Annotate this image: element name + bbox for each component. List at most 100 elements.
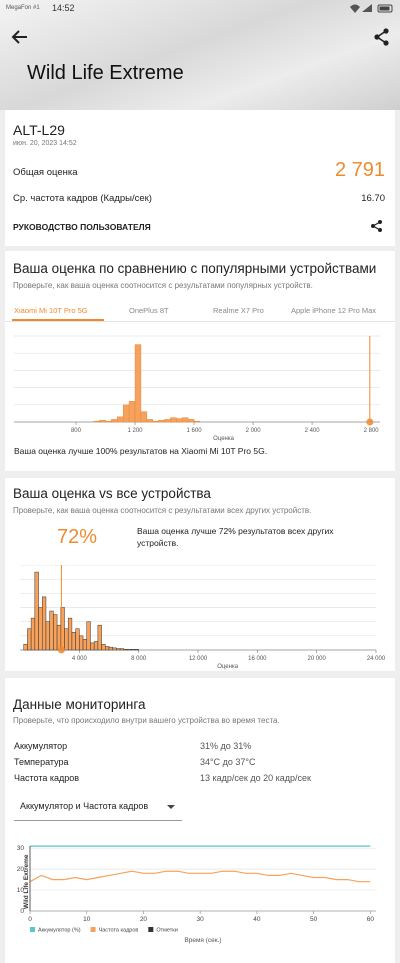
histogram-bar	[97, 624, 102, 651]
histogram-bar	[86, 621, 91, 651]
comparison-chart: 800 1 200 1 600 2 000 2 400 2 800 Оценка	[14, 335, 380, 442]
x-tick-label: 0	[28, 916, 32, 923]
row-value: 31% до 31%	[200, 741, 252, 751]
all-devices-chart: 4 000 8 000 12 000 16 000 20 000 24 000 Оценка	[20, 565, 386, 670]
histogram-bar	[140, 411, 148, 423]
histogram-bar	[34, 571, 39, 651]
histogram-bar	[134, 344, 142, 423]
guide-link[interactable]: РУКОВОДСТВО ПОЛЬЗОВАТЕЛЯ	[13, 222, 151, 232]
row-label: Частота кадров	[14, 773, 80, 783]
monitoring-card: Данные мониторинга Проверьте, что происх…	[5, 678, 395, 963]
y-tick-label: 30	[17, 845, 25, 852]
histogram-bar	[122, 404, 130, 423]
x-tick-label: 800	[71, 428, 82, 434]
score: 2 791	[334, 159, 385, 181]
clock: 14:52	[52, 3, 75, 13]
legend-swatch	[90, 927, 96, 932]
section-subtitle: Проверьте, что происходило внутри вашего…	[13, 716, 280, 725]
x-tick-label: 4 000	[72, 656, 88, 662]
score-label: Общая оценка	[13, 167, 78, 178]
histogram-bar	[146, 419, 153, 423]
histogram-bar	[93, 420, 100, 423]
percentile-note: Ваша оценка лучше 72% результатов всех д…	[137, 526, 334, 548]
tab[interactable]: Apple iPhone 12 Pro Max	[291, 306, 377, 315]
histogram-bar	[101, 644, 106, 651]
y-tick-label: 20	[17, 866, 25, 873]
histogram-bar	[164, 419, 171, 423]
section-title: Ваша оценка по сравнению с популярными у…	[13, 261, 377, 276]
comparison-note: Ваша оценка лучше 100% результатов на Xi…	[14, 446, 268, 456]
section-subtitle: Проверьте, как ваша оценка соотносится с…	[13, 281, 313, 290]
histogram-bar	[27, 628, 32, 651]
x-tick-label: 20	[140, 916, 148, 923]
legend-swatch	[148, 927, 154, 932]
histogram-bar	[99, 420, 106, 423]
fps-label: Ср. частота кадров (Кадры/сек)	[13, 193, 152, 204]
histogram-bar	[123, 649, 128, 651]
x-tick-label: 60	[367, 916, 375, 923]
header-background	[0, 0, 400, 110]
x-tick-label: 40	[253, 916, 261, 923]
section-title: Данные мониторинга	[13, 697, 146, 712]
row-label: Температура	[14, 757, 69, 767]
back-button[interactable]	[10, 27, 30, 47]
histogram-bar	[117, 416, 124, 423]
tab[interactable]: Xiaomi Mi 10T Pro 5G	[14, 306, 88, 315]
histogram-bar	[108, 646, 113, 651]
monitoring-chart: 0 10 20 30 0 10 20 30 40 50 60 Время (сек.) Wild Lif…	[17, 845, 376, 944]
x-tick-label: 8 000	[131, 656, 147, 662]
histogram-bar	[38, 607, 43, 651]
histogram-bar	[53, 614, 58, 651]
x-tick-label: 12 000	[189, 656, 208, 662]
x-tick-label: 30	[197, 916, 205, 923]
histogram-bar	[176, 418, 183, 423]
x-tick-label: 2 800	[364, 428, 380, 434]
share-icon[interactable]	[370, 219, 384, 233]
carrier: MegaFon #1	[6, 5, 40, 11]
x-tick-label: 2 000	[246, 428, 262, 434]
section-title: Ваша оценка vs все устройства	[13, 486, 211, 501]
histogram-bar	[45, 621, 50, 651]
legend-label: Аккумулятор (%)	[38, 928, 81, 934]
histogram-bar	[193, 420, 201, 423]
event-mark-label: Wild Life Extreme	[23, 854, 30, 909]
score-marker-dot	[366, 418, 374, 426]
y-tick-label: 10	[17, 887, 25, 894]
score-marker-dot	[57, 646, 65, 654]
section-subtitle: Проверьте, как ваша оценка соотносится с…	[13, 506, 312, 515]
x-tick-label: 20 000	[307, 656, 326, 662]
histogram-bar	[93, 641, 99, 651]
x-tick-label: 2 400	[305, 428, 321, 434]
legend-label: Частота кадров	[99, 928, 139, 934]
histogram-bar	[90, 642, 95, 651]
tab-underline	[12, 319, 104, 321]
comparison-card: Ваша оценка по сравнению с популярными у…	[5, 251, 395, 471]
legend-swatch	[30, 927, 35, 932]
series-line	[29, 870, 371, 883]
tab[interactable]: OnePlus 8T	[129, 306, 169, 315]
share-button[interactable]	[372, 27, 392, 47]
page-title: Wild Life Extreme	[27, 62, 184, 84]
x-axis-title: Оценка	[213, 436, 234, 442]
x-tick-label: 50	[310, 916, 318, 923]
histogram-bar	[119, 648, 125, 651]
x-tick-label: 10	[83, 916, 91, 923]
tab[interactable]: Realme X7 Pro	[213, 306, 264, 315]
histogram-bar	[128, 401, 136, 423]
histogram-bar	[181, 417, 189, 423]
status-icons	[350, 4, 393, 13]
histogram-bar	[131, 649, 136, 651]
device-name: ALT-L29	[13, 122, 65, 138]
x-tick-label: 24 000	[367, 656, 386, 662]
histogram-bar	[42, 596, 47, 651]
histogram-bar	[111, 419, 118, 423]
dropdown-arrow[interactable]	[166, 803, 176, 811]
histogram-bar	[112, 647, 117, 651]
histogram-bar	[79, 635, 84, 651]
percentile: 72%	[57, 526, 98, 548]
histogram-bar	[158, 420, 165, 423]
dropdown[interactable]: Аккумулятор и Частота кадров	[20, 801, 149, 811]
date: июн. 20, 2023 14:52	[13, 140, 77, 147]
dropdown-underline	[14, 820, 182, 821]
histogram-bar	[71, 632, 76, 651]
